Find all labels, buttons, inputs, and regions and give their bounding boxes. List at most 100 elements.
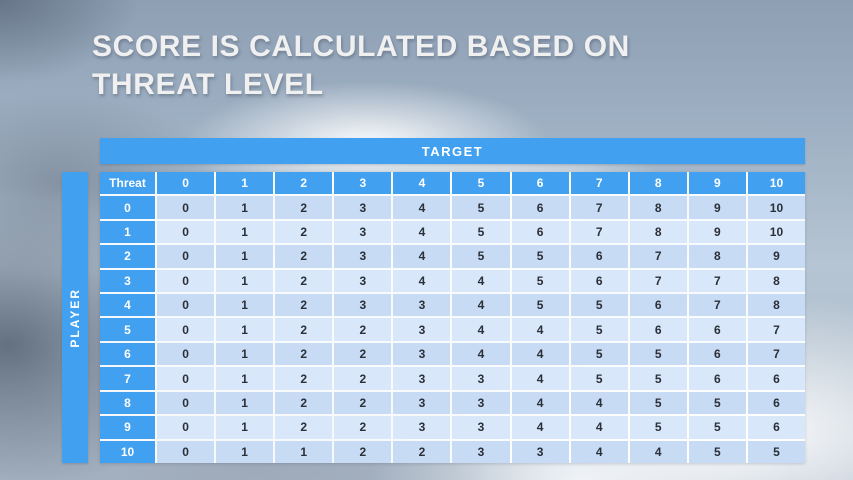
row-header: 7 [100,367,155,390]
score-cell: 2 [275,342,333,366]
score-cell: 3 [393,318,451,341]
score-cell: 4 [511,391,569,415]
score-cell: 2 [275,294,333,317]
score-cell: 7 [688,294,746,317]
score-cell: 9 [688,196,746,219]
score-cell: 2 [275,196,333,219]
score-cell: 2 [393,440,451,463]
score-cell: 5 [452,245,510,268]
score-cell: 2 [275,318,333,341]
score-cell: 0 [157,294,215,317]
score-cell: 0 [157,318,215,341]
score-cell: 5 [629,342,687,366]
column-header: 4 [393,172,451,195]
score-cell: 5 [688,391,746,415]
row-header: 3 [100,269,155,293]
target-axis-label-text: TARGET [421,143,484,159]
score-cell: 3 [393,342,451,366]
score-cell: 4 [570,416,628,439]
score-cell: 6 [511,220,569,244]
score-cell: 7 [688,269,746,293]
row-header: 9 [100,416,155,439]
score-cell: 4 [452,342,510,366]
score-cell: 4 [393,245,451,268]
score-cell: 6 [688,367,746,390]
score-cell: 1 [216,342,274,366]
score-table: Threat 0 1 2 3 4 5 6 7 8 9 10 0 0 1 2 3 4 5 6 7 8 9 10 1 0 1 2 3 4 5 6 7… [100,172,805,463]
score-cell: 3 [511,440,569,463]
score-cell: 2 [334,416,392,439]
row-header: 6 [100,342,155,366]
score-cell: 10 [747,220,805,244]
score-cell: 2 [334,342,392,366]
score-cell: 8 [629,220,687,244]
score-cell: 5 [452,196,510,219]
score-cell: 7 [747,342,805,366]
column-header: 8 [629,172,687,195]
score-cell: 2 [275,367,333,390]
slide-title-line1: SCORE IS CALCULATED BASED ON [92,30,630,63]
column-header: 3 [334,172,392,195]
column-header: 9 [688,172,746,195]
score-cell: 3 [452,416,510,439]
score-cell: 4 [452,269,510,293]
score-cell: 2 [334,440,392,463]
row-header: 4 [100,294,155,317]
score-cell: 4 [511,318,569,341]
column-header: 2 [275,172,333,195]
score-cell: 5 [688,440,746,463]
score-cell: 1 [216,367,274,390]
slide-title-line2: THREAT LEVEL [92,68,324,102]
score-cell: 1 [216,416,274,439]
score-cell: 6 [747,391,805,415]
score-cell: 3 [393,294,451,317]
score-cell: 5 [511,269,569,293]
row-header: 5 [100,318,155,341]
score-cell: 1 [216,196,274,219]
score-cell: 5 [511,294,569,317]
score-cell: 4 [570,440,628,463]
score-cell: 3 [452,367,510,390]
score-cell: 0 [157,391,215,415]
score-cell: 0 [157,416,215,439]
score-cell: 3 [393,391,451,415]
score-cell: 3 [334,294,392,317]
score-cell: 0 [157,269,215,293]
score-cell: 6 [688,318,746,341]
row-header: 1 [100,220,155,244]
score-cell: 0 [157,220,215,244]
score-cell: 0 [157,245,215,268]
score-cell: 5 [452,220,510,244]
score-cell: 3 [334,245,392,268]
row-header: 8 [100,391,155,415]
score-cell: 4 [511,342,569,366]
score-cell: 1 [275,440,333,463]
score-cell: 4 [452,294,510,317]
score-cell: 6 [629,294,687,317]
score-cell: 2 [275,269,333,293]
score-cell: 5 [570,318,628,341]
row-header: 0 [100,196,155,219]
column-header: 10 [747,172,805,195]
score-cell: 4 [570,391,628,415]
column-header: 1 [216,172,274,195]
score-cell: 5 [570,342,628,366]
score-cell: 1 [216,440,274,463]
score-cell: 8 [629,196,687,219]
score-cell: 5 [570,294,628,317]
score-cell: 0 [157,367,215,390]
column-header: 5 [452,172,510,195]
score-cell: 5 [629,367,687,390]
score-cell: 7 [570,196,628,219]
slide-title: SCORE IS CALCULATED BASED ON THREAT LEVE… [92,28,732,105]
score-cell: 8 [747,269,805,293]
score-cell: 1 [216,318,274,341]
score-cell: 4 [393,196,451,219]
score-cell: 3 [452,440,510,463]
score-cell: 3 [452,391,510,415]
score-cell: 6 [629,318,687,341]
score-cell: 4 [511,367,569,390]
score-cell: 7 [629,245,687,268]
target-axis-label: TARGET [100,138,805,164]
